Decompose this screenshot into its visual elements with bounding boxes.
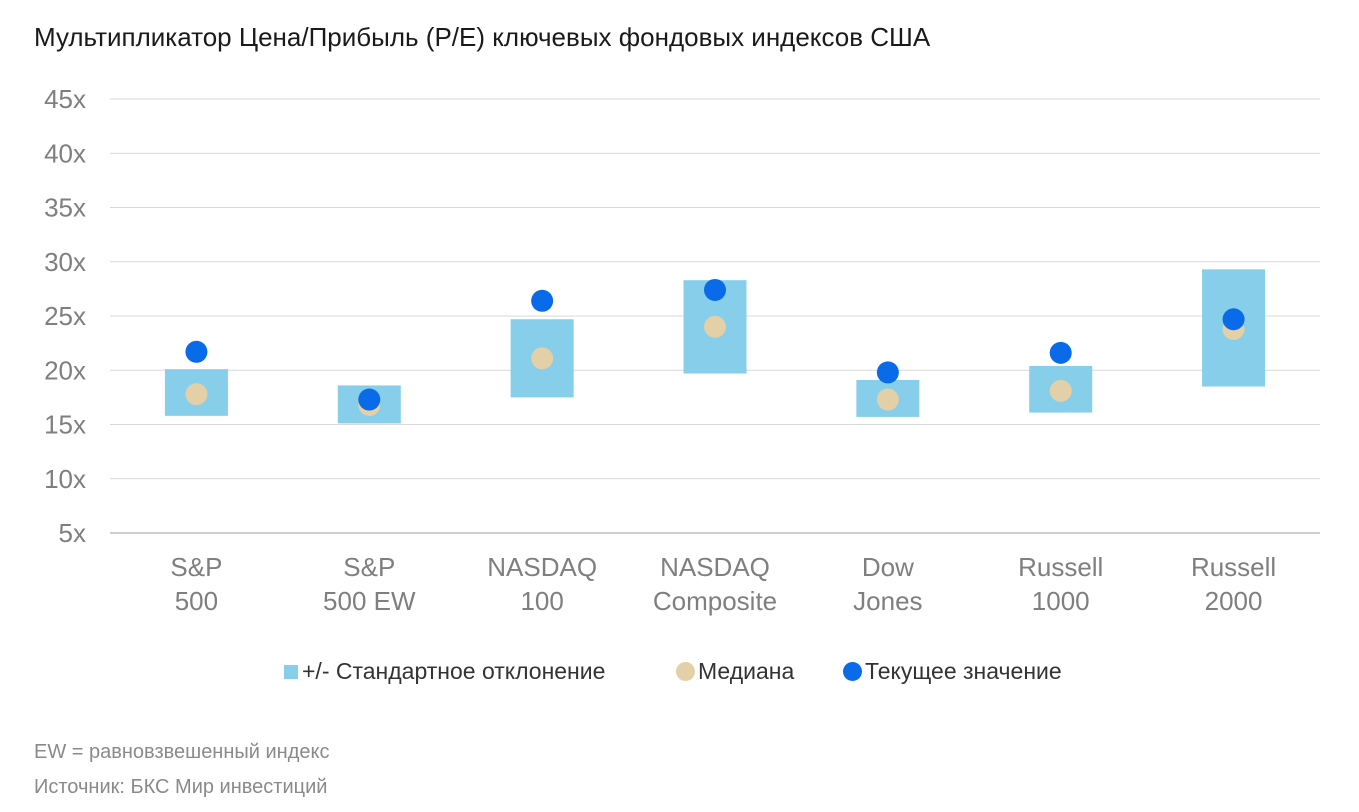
legend-current-label: Текущее значение bbox=[865, 658, 1062, 684]
x-tick-label: Russell bbox=[1191, 552, 1276, 582]
y-tick-label: 15x bbox=[44, 410, 86, 440]
legend-range-label: +/- Стандартное отклонение bbox=[302, 658, 606, 684]
current-dot bbox=[185, 340, 208, 363]
y-tick-label: 30x bbox=[44, 247, 86, 277]
x-tick-label: 500 EW bbox=[323, 586, 416, 616]
x-tick-label: 500 bbox=[175, 586, 218, 616]
legend-item-range: +/- Стандартное отклонение bbox=[284, 658, 605, 685]
median-dot bbox=[185, 383, 208, 406]
y-tick-label: 5x bbox=[59, 518, 86, 548]
footnote-ew: EW = равновзвешенный индекс bbox=[34, 741, 330, 763]
y-tick-label: 45x bbox=[44, 84, 86, 114]
current-dot bbox=[531, 289, 554, 312]
current-dot bbox=[876, 361, 899, 384]
footnote-source: Источник: БКС Мир инвестиций bbox=[34, 776, 328, 798]
current-dot bbox=[1222, 308, 1245, 331]
x-tick-label: 1000 bbox=[1032, 586, 1090, 616]
x-tick-label: Jones bbox=[853, 586, 922, 616]
x-tick-label: Composite bbox=[653, 586, 777, 616]
x-tick-label: Russell bbox=[1018, 552, 1103, 582]
chart-title: Мультипликатор Цена/Прибыль (P/E) ключев… bbox=[34, 22, 931, 52]
x-tick-label: Dow bbox=[862, 552, 914, 582]
y-tick-label: 25x bbox=[44, 301, 86, 331]
x-tick-label: 2000 bbox=[1205, 586, 1263, 616]
y-tick-label: 40x bbox=[44, 138, 86, 168]
median-dot bbox=[876, 388, 899, 411]
current-dot bbox=[1049, 341, 1072, 364]
legend-current-swatch bbox=[843, 662, 862, 681]
median-dot bbox=[704, 315, 726, 338]
x-tick-label: S&P bbox=[343, 552, 395, 582]
current-dot bbox=[704, 278, 726, 301]
median-dot bbox=[531, 347, 554, 370]
legend-range-swatch bbox=[284, 664, 298, 679]
y-tick-label: 35x bbox=[44, 193, 86, 223]
legend-item-median: Медиана bbox=[676, 658, 794, 685]
x-tick-label: S&P bbox=[170, 552, 222, 582]
legend-item-current: Текущее значение bbox=[843, 658, 1062, 685]
legend-median-swatch bbox=[676, 662, 695, 681]
y-tick-label: 10x bbox=[44, 464, 86, 494]
x-tick-label: NASDAQ bbox=[487, 552, 597, 582]
x-tick-label: 100 bbox=[520, 586, 563, 616]
current-dot bbox=[358, 388, 381, 411]
x-tick-label: NASDAQ bbox=[660, 552, 770, 582]
y-tick-label: 20x bbox=[44, 355, 86, 385]
legend-median-label: Медиана bbox=[698, 658, 795, 684]
median-dot bbox=[1049, 379, 1072, 402]
